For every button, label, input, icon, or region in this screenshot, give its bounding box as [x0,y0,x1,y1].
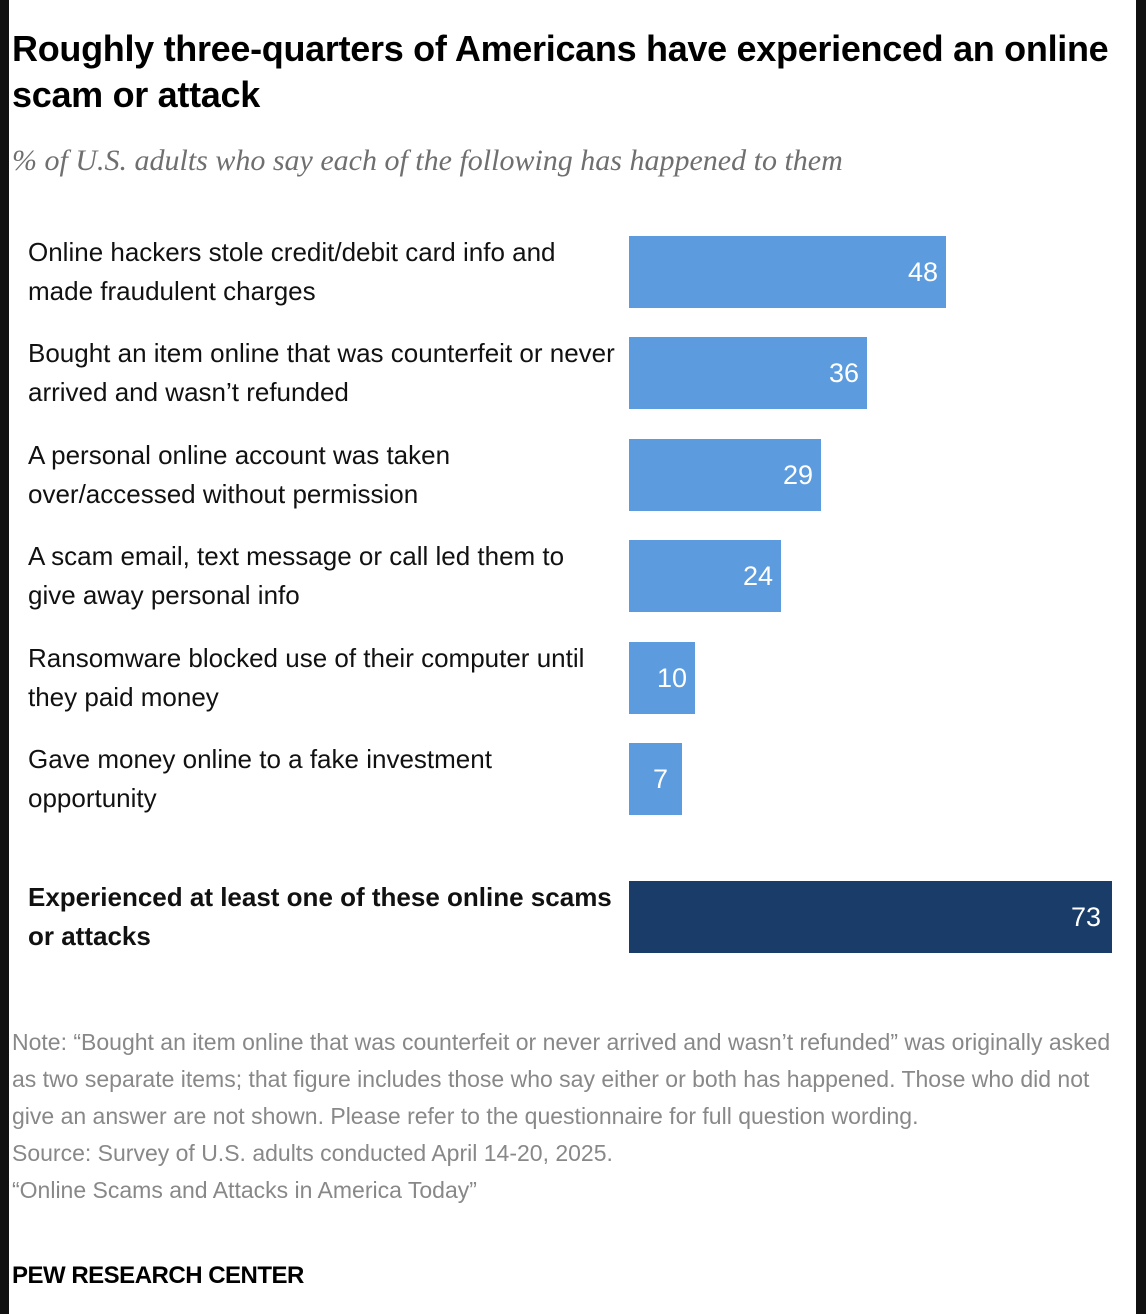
bar-row: A personal online account was taken over… [9,439,1136,511]
bar: 29 [629,439,821,511]
bar-label: A personal online account was taken over… [28,440,451,509]
bar-row: Gave money online to a fake investment o… [9,743,1136,815]
bar: 10 [629,642,695,714]
bar-label: Bought an item online that was counterfe… [28,338,615,407]
bar: 24 [629,540,781,612]
bar: 7 [629,743,682,815]
bar-label: Ransomware blocked use of their computer… [28,643,585,712]
chart-subtitle: % of U.S. adults who say each of the fol… [12,144,843,177]
bar-row: Bought an item online that was counterfe… [9,337,1136,409]
bar-value-label: 10 [656,662,687,693]
bar-value-label: 29 [782,459,813,490]
brand-logo-text: PEW RESEARCH CENTER [12,1262,304,1289]
report-title-text: “Online Scams and Attacks in America Tod… [12,1177,477,1203]
chart-title: Roughly three-quarters of Americans have… [12,28,1109,115]
chart-canvas: Roughly three-quarters of Americans have… [9,0,1136,1314]
bar: 48 [629,236,946,308]
bar-row: A scam email, text message or call led t… [9,540,1136,612]
bar-value-label: 36 [828,357,859,388]
bar-row: Ransomware blocked use of their computer… [9,642,1136,714]
note-text: Note: “Bought an item online that was co… [12,1029,1111,1129]
bar-value-label: 7 [652,763,668,794]
source-text: Source: Survey of U.S. adults conducted … [12,1140,613,1166]
bar-label: A scam email, text message or call led t… [28,541,565,610]
bar-value-label: 24 [742,560,773,591]
bar-label: Online hackers stole credit/debit card i… [28,237,556,306]
chart-footnotes: Note: “Bought an item online that was co… [12,1024,1137,1209]
bar-row: Online hackers stole credit/debit card i… [9,236,1136,308]
bar: 36 [629,337,867,409]
bar-value-label-total: 73 [1070,901,1101,932]
bar-label: Gave money online to a fake investment o… [28,744,492,813]
bar-row-total: Experienced at least one of these online… [9,881,1136,953]
bar-label-total: Experienced at least one of these online… [28,882,612,951]
bar-value-label: 48 [907,256,938,287]
bar-total: 73 [629,881,1112,953]
